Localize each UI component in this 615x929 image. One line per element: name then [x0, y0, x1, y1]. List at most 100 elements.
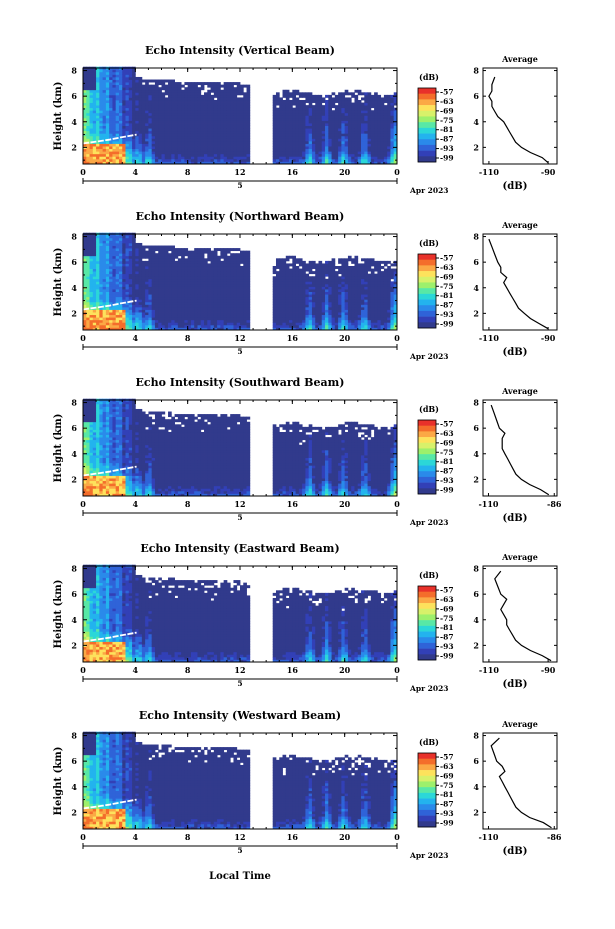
colorbar-tick-label: -87	[440, 800, 454, 809]
y-axis: 2 4 6 8 Height (km)	[53, 232, 397, 327]
colorbar-swatch	[418, 476, 436, 483]
x-tick-label: 16	[287, 832, 299, 842]
day-label: 5	[237, 846, 242, 855]
x-tick-label: 16	[287, 499, 299, 509]
panel-title: Echo Intensity (Southward Beam)	[136, 376, 345, 389]
y-axis: 2 4 6 8 Height (km)	[53, 398, 397, 493]
colorbar-swatch	[418, 437, 436, 444]
colorbar-tick-label: -99	[440, 819, 454, 828]
x-tick-label: 4	[133, 665, 139, 675]
colorbar-title: (dB)	[419, 404, 439, 414]
colorbar-swatch	[418, 586, 436, 592]
y-axis-label: Height (km)	[53, 580, 64, 649]
x-tick-label: 4	[133, 499, 139, 509]
x-tick-label: 0	[394, 832, 400, 842]
date-axis: 5 Apr 2023	[82, 843, 449, 860]
x-tick-label: 8	[185, 499, 191, 509]
colorbar-title: (dB)	[419, 570, 439, 580]
average-y-tick: 2	[473, 474, 479, 484]
average-y-tick: 6	[473, 589, 479, 599]
average-line	[490, 404, 550, 496]
average-line	[488, 238, 549, 330]
y-tick-label: 2	[71, 640, 77, 650]
colorbar-swatch	[418, 482, 436, 489]
average-x-tick: -86	[547, 832, 562, 842]
colorbar: (dB)-57-63-69-75-81-87-93-99	[417, 737, 454, 828]
colorbar-tick-label: -87	[440, 633, 454, 642]
date-axis: 5 Apr 2023	[82, 676, 449, 693]
colorbar-tick-label: -75	[440, 448, 454, 457]
average-y-tick: 8	[473, 398, 479, 408]
average-y-tick: 4	[473, 782, 479, 792]
colorbar-tick-label: -99	[440, 652, 454, 661]
colorbar-swatch	[418, 116, 436, 123]
bright-layer-streak	[82, 133, 137, 145]
colorbar-swatch	[418, 781, 436, 788]
average-x-tick: -90	[541, 665, 556, 675]
x-tick-label: 20	[339, 333, 351, 343]
x-axis: 0 4 8 12 16 20 0	[80, 733, 400, 842]
colorbar-tick-label: -75	[440, 781, 454, 790]
colorbar-tick-label: -93	[440, 310, 454, 319]
x-axis: 0 4 8 12 16 20 0	[80, 400, 400, 509]
average-y-tick: 6	[473, 756, 479, 766]
colorbar-swatch	[418, 775, 436, 782]
colorbar-title: (dB)	[419, 737, 439, 747]
panel-title: Echo Intensity (Eastward Beam)	[140, 542, 339, 555]
colorbar-swatch	[418, 448, 436, 455]
average-y-tick: 4	[473, 283, 479, 293]
average-y-tick: 4	[473, 615, 479, 625]
x-tick-label: 12	[234, 665, 245, 675]
x-tick-label: 16	[287, 333, 299, 343]
colorbar-swatch	[418, 648, 436, 655]
colorbar-swatch	[418, 614, 436, 621]
y-tick-label: 4	[71, 117, 77, 127]
colorbar-tick-label: -57	[440, 254, 454, 263]
average-x-tick: -90	[541, 167, 556, 177]
x-tick-label: 20	[339, 832, 351, 842]
x-tick-label: 16	[287, 167, 299, 177]
day-label: 5	[237, 347, 242, 356]
x-tick-label: 8	[185, 832, 191, 842]
y-tick-label: 6	[71, 423, 77, 433]
average-y-tick: 6	[473, 423, 479, 433]
colorbar-swatch	[418, 299, 436, 306]
colorbar-swatch	[418, 625, 436, 632]
average-y-tick: 8	[473, 232, 479, 242]
x-tick-label: 20	[339, 167, 351, 177]
average-y-tick: 8	[473, 564, 479, 574]
colorbar-swatch	[418, 316, 436, 323]
colorbar-swatch	[418, 603, 436, 610]
colorbar-tick-label: -93	[440, 144, 454, 153]
average-x-tick: -110	[479, 665, 499, 675]
colorbar-tick-label: -63	[440, 762, 454, 771]
average-line	[488, 76, 549, 164]
heatmap-cells	[83, 731, 398, 830]
colorbar-tick-label: -63	[440, 595, 454, 604]
colorbar-swatch	[418, 631, 436, 638]
colorbar-swatch	[418, 459, 436, 466]
x-tick-label: 0	[80, 832, 86, 842]
average-title: Average	[501, 552, 538, 562]
colorbar-swatch	[418, 259, 436, 266]
colorbar-swatch	[418, 110, 436, 117]
y-tick-label: 6	[71, 589, 77, 599]
panel-1: Echo Intensity (Vertical Beam)0 4 8 12 16 20 0…	[53, 44, 558, 195]
x-tick-label: 4	[133, 832, 139, 842]
panel-title: Echo Intensity (Northward Beam)	[136, 210, 345, 223]
panel-2: Echo Intensity (Northward Beam)0 4 8 12 16 20…	[53, 210, 558, 361]
panel-4: Echo Intensity (Eastward Beam)0 4 8 12 16 20 0…	[53, 542, 558, 693]
colorbar-swatch	[418, 488, 436, 495]
colorbar-swatch	[418, 93, 436, 100]
average-title: Average	[501, 386, 538, 396]
colorbar-swatch	[418, 293, 436, 300]
y-tick-label: 2	[71, 474, 77, 484]
x-tick-label: 8	[185, 665, 191, 675]
y-tick-label: 2	[71, 308, 77, 318]
colorbar-swatch	[418, 770, 436, 777]
colorbar-tick-label: -69	[440, 771, 454, 780]
colorbar-tick-label: -75	[440, 282, 454, 291]
x-axis: 0 4 8 12 16 20 0	[80, 566, 400, 675]
panel-3: Echo Intensity (Southward Beam)0 4 8 12 16 20…	[53, 376, 562, 527]
colorbar-tick-label: -57	[440, 88, 454, 97]
